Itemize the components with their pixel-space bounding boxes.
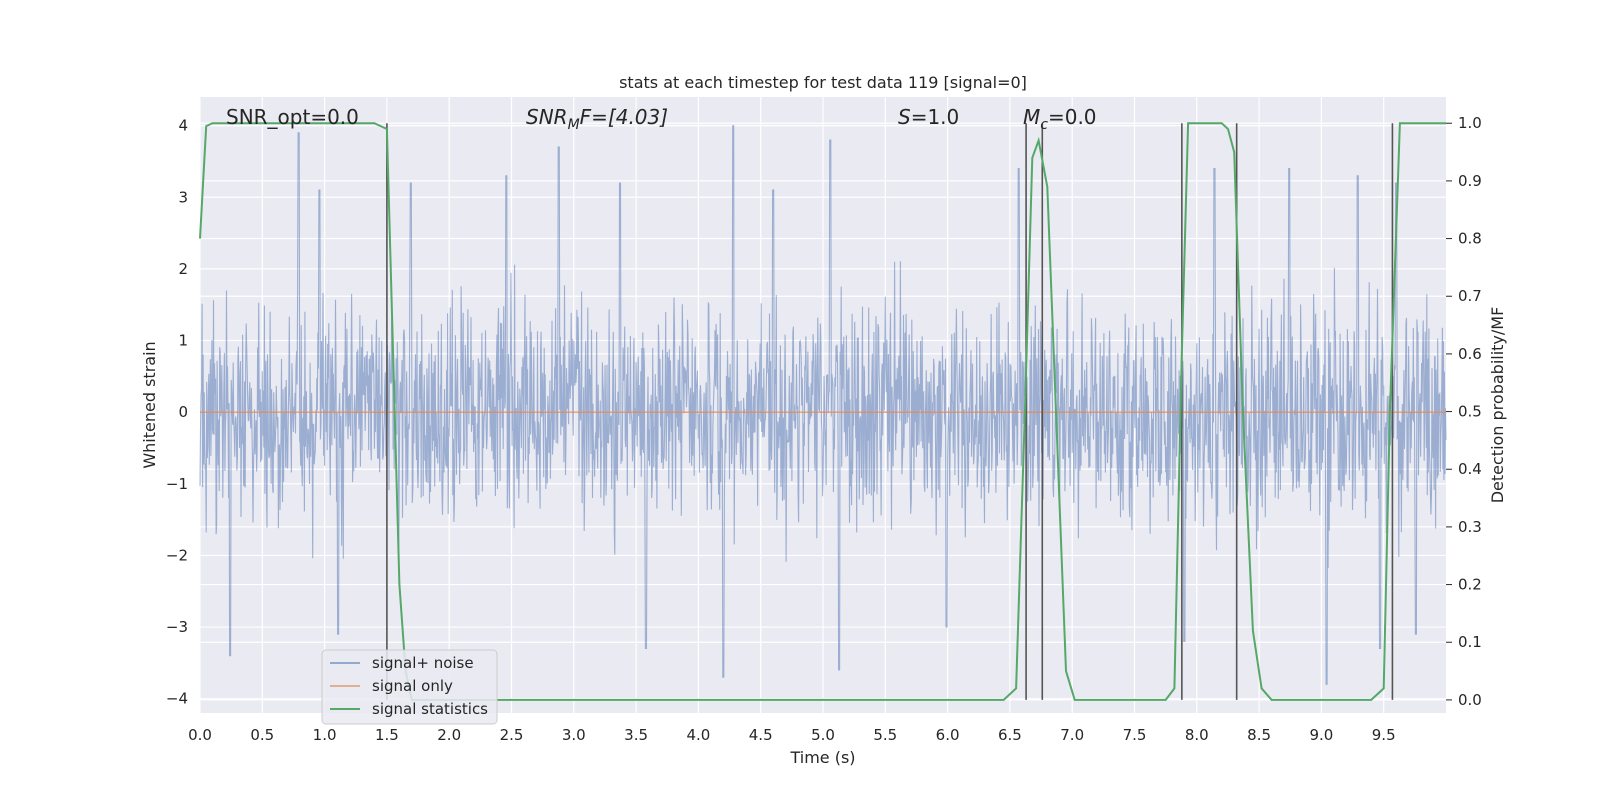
x-tick-label: 6.5: [998, 726, 1022, 744]
noise-trace: [199, 125, 1447, 685]
annotation-snr-mf: SNRMF=[4.03]: [526, 105, 668, 133]
legend: signal+ noise signal only signal statist…: [321, 649, 498, 725]
x-tick-label: 5.5: [873, 726, 897, 744]
x-tick-label: 6.0: [936, 726, 960, 744]
y2-tick-label: 0.8: [1458, 230, 1482, 248]
mc-rest: =0.0: [1048, 105, 1097, 129]
x-tick-label: 5.0: [811, 726, 835, 744]
y2-axis-ticks: 1.0 0.9 0.8 0.7 0.6 0.5 0.4 0.3 0.2 0.1 0.0: [1446, 114, 1482, 709]
y-axis-label: Whitened strain: [140, 341, 159, 468]
y2-tick-label: 0.6: [1458, 345, 1482, 363]
legend-label-signal-statistics: signal statistics: [372, 700, 488, 718]
x-tick-label: 4.0: [686, 726, 710, 744]
legend-label-signal-only: signal only: [372, 677, 453, 695]
y2-tick-label: 0.3: [1458, 518, 1482, 536]
y2-tick-label: 0.0: [1458, 691, 1482, 709]
x-tick-label: 1.0: [313, 726, 337, 744]
y-tick-label: −1: [166, 475, 188, 493]
y-axis-ticks: 4 3 2 1 0 −1 −2 −3 −4: [166, 117, 188, 708]
mc-sub: c: [1040, 117, 1048, 133]
annotation-s: S=1.0: [898, 105, 959, 129]
series-signal-statistics: [199, 122, 1446, 701]
y-tick-label: 3: [178, 188, 188, 206]
y2-tick-label: 0.2: [1458, 576, 1482, 594]
y-tick-label: 1: [178, 332, 188, 350]
statistics-line: [199, 122, 1446, 701]
x-tick-label: 7.0: [1060, 726, 1084, 744]
x-tick-label: 0.0: [188, 726, 212, 744]
x-axis-label: Time (s): [789, 748, 855, 767]
x-tick-label: 3.0: [562, 726, 586, 744]
snr-mf-main: SNR: [526, 105, 568, 129]
x-tick-label: 8.5: [1247, 726, 1271, 744]
y2-tick-label: 0.4: [1458, 460, 1482, 478]
snr-mf-rest-f: F=[4.03]: [580, 105, 668, 129]
legend-label-signal-noise: signal+ noise: [372, 654, 474, 672]
x-tick-label: 9.5: [1372, 726, 1396, 744]
x-tick-label: 4.5: [749, 726, 773, 744]
x-tick-label: 8.0: [1185, 726, 1209, 744]
y2-tick-label: 0.5: [1458, 403, 1482, 421]
y-tick-label: −3: [166, 618, 188, 636]
snr-mf-sub: M: [568, 117, 580, 133]
chart-title: stats at each timestep for test data 119…: [619, 73, 1027, 92]
y-tick-label: 0: [178, 403, 188, 421]
y2-tick-label: 0.9: [1458, 172, 1482, 190]
y-tick-label: 4: [178, 117, 188, 135]
y-tick-label: −2: [166, 546, 188, 564]
mc-main: M: [1023, 105, 1040, 129]
y-tick-label: −4: [166, 690, 188, 708]
vertical-markers: [386, 123, 1394, 700]
annotation-snr-opt: SNR_opt=0.0: [226, 105, 359, 129]
x-tick-label: 0.5: [250, 726, 274, 744]
x-tick-label: 2.5: [500, 726, 524, 744]
series-signal-noise: [199, 125, 1447, 685]
y-tick-label: 2: [178, 260, 188, 278]
x-tick-label: 3.5: [624, 726, 648, 744]
s-main: S: [898, 105, 911, 129]
x-tick-label: 9.0: [1309, 726, 1333, 744]
x-axis-ticks: 0.0 0.5 1.0 1.5 2.0 2.5 3.0 3.5 4.0 4.5 5.0 5.5 6.0 6…: [188, 726, 1396, 744]
y2-tick-label: 1.0: [1458, 114, 1482, 132]
y2-axis-label: Detection probability/MF: [1488, 307, 1507, 504]
annotation-mc: Mc=0.0: [1023, 105, 1097, 133]
x-tick-label: 2.0: [437, 726, 461, 744]
legend-box: [321, 649, 498, 725]
x-tick-label: 7.5: [1123, 726, 1147, 744]
x-tick-label: 1.5: [375, 726, 399, 744]
s-rest: =1.0: [911, 105, 960, 129]
y2-tick-label: 0.1: [1458, 633, 1482, 651]
y2-tick-label: 0.7: [1458, 287, 1482, 305]
